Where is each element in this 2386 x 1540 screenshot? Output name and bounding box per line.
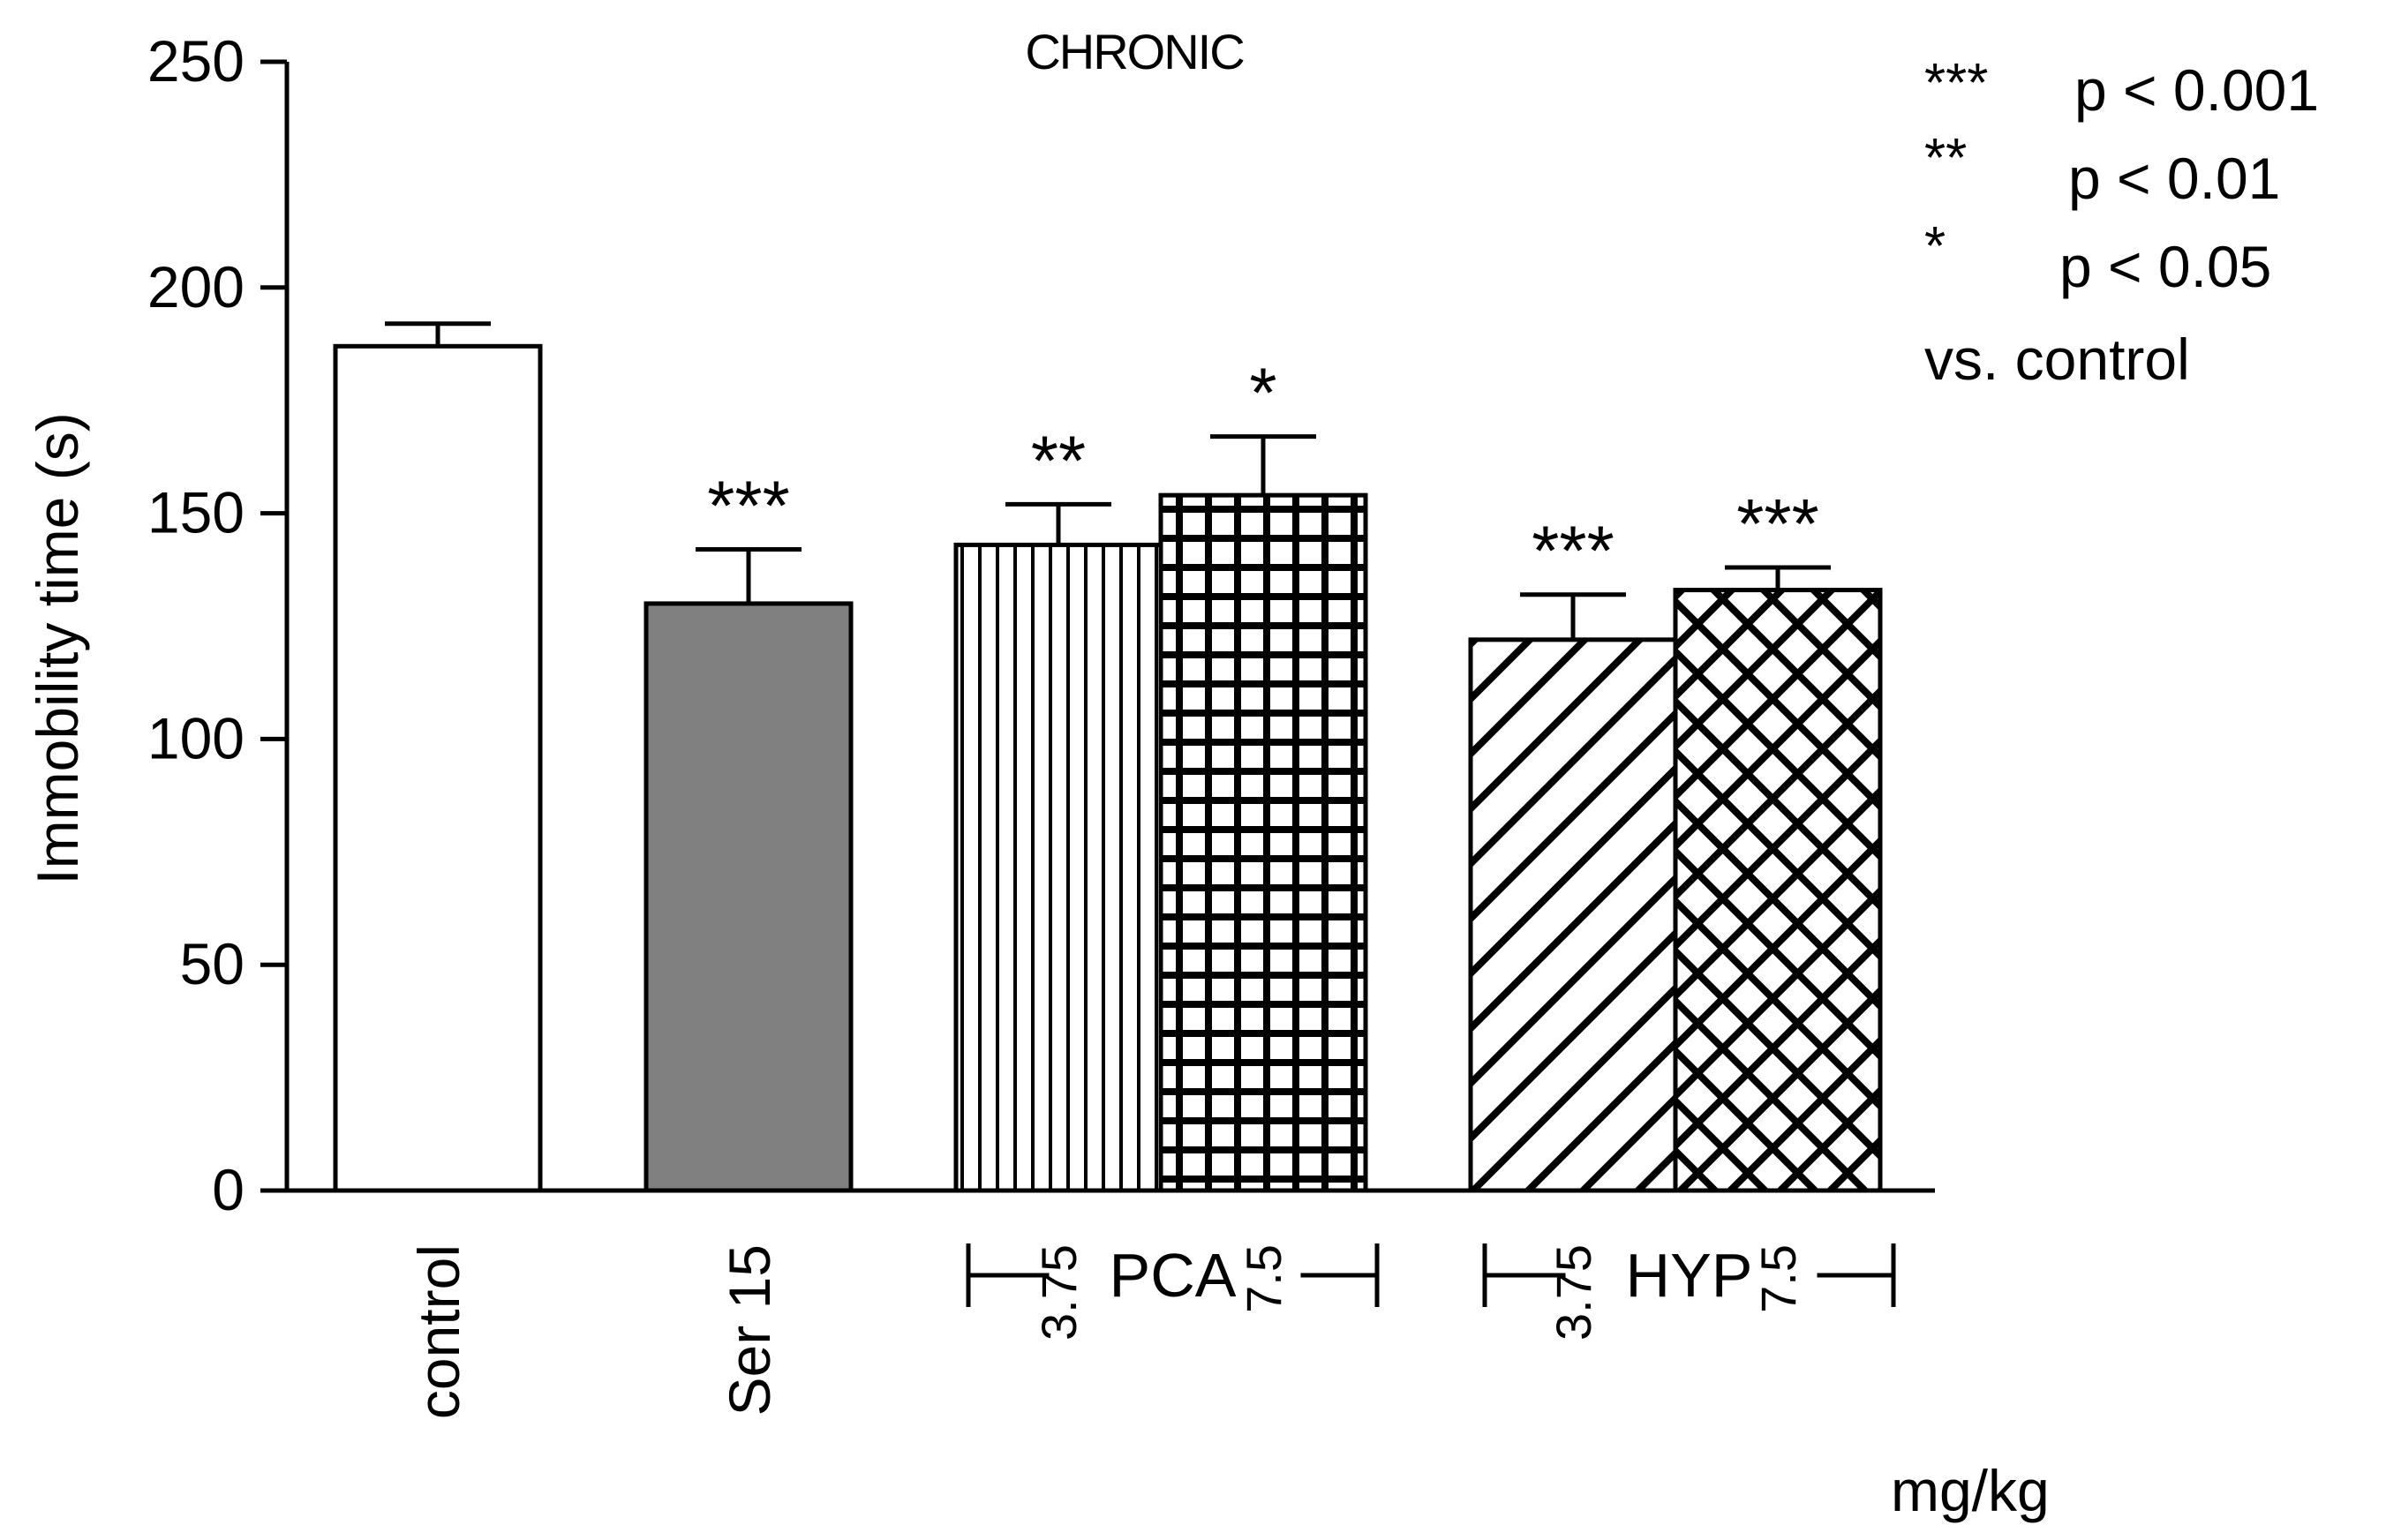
x-category-label: Ser 15: [717, 1244, 782, 1416]
significance-legend: *** p < 0.001 ** p < 0.01 * p < 0.05 vs.…: [1924, 53, 2319, 392]
x-category-label: 3.75: [1546, 1244, 1601, 1341]
x-category-label: 3.75: [1031, 1244, 1087, 1341]
y-tick-label: 250: [147, 28, 245, 94]
legend-text-1: p < 0.001: [2074, 57, 2319, 123]
x-category-label: control: [406, 1244, 471, 1419]
bar: [1468, 637, 1678, 1193]
chart-title: CHRONIC: [1025, 24, 1244, 79]
legend-stars-3: *: [1924, 216, 1946, 277]
bar: [644, 601, 854, 1193]
y-tick-label: 200: [147, 254, 245, 319]
y-tick-label: 0: [212, 1157, 245, 1222]
y-tick-label: 150: [147, 480, 245, 545]
significance-label: ***: [707, 467, 789, 545]
y-axis-label: Immobility time (s): [25, 412, 90, 884]
bar: [1158, 492, 1368, 1193]
legend-stars-1: ***: [1924, 53, 1988, 114]
bar: [1673, 588, 1883, 1193]
legend-text-3: p < 0.05: [2059, 234, 2271, 299]
x-category-label: 7.5: [1236, 1244, 1291, 1313]
legend-stars-2: **: [1924, 128, 1967, 189]
group-label: PCA: [1110, 1241, 1237, 1310]
bar: [333, 343, 543, 1193]
group-label: HYP: [1626, 1241, 1753, 1310]
x-category-label: 7.5: [1750, 1244, 1806, 1313]
significance-label: ***: [1736, 485, 1818, 563]
y-tick-label: 50: [180, 931, 245, 996]
unit-label: mg/kg: [1891, 1458, 2050, 1523]
bar: [953, 542, 1163, 1193]
significance-label: ***: [1532, 512, 1614, 590]
significance-label: *: [1249, 354, 1276, 432]
significance-label: **: [1031, 421, 1086, 500]
y-tick-label: 100: [147, 705, 245, 770]
legend-text-4: vs. control: [1924, 327, 2190, 392]
legend-text-2: p < 0.01: [2068, 146, 2280, 211]
